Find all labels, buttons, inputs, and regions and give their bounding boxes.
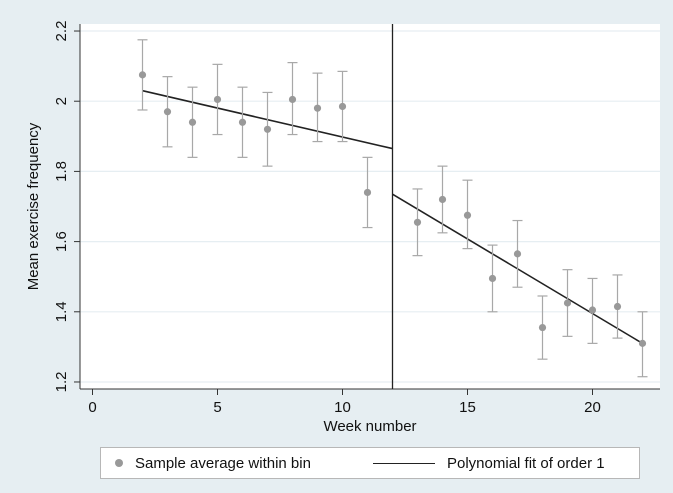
data-point xyxy=(288,95,297,104)
y-tick-label: 1.2 xyxy=(53,372,70,393)
data-point xyxy=(163,108,172,116)
legend-dot-marker xyxy=(115,459,123,467)
data-point xyxy=(413,218,422,226)
data-points xyxy=(138,71,647,347)
data-point xyxy=(613,302,622,311)
x-tick-label: 20 xyxy=(584,399,601,416)
error-bars xyxy=(137,39,648,378)
data-point xyxy=(238,118,247,126)
legend-line-marker xyxy=(373,462,435,464)
data-point xyxy=(363,188,372,197)
legend-item-sample-average: Sample average within bin xyxy=(115,448,311,478)
gridlines xyxy=(80,30,660,383)
legend: Sample average within bin Polynomial fit… xyxy=(100,447,640,479)
y-axis-title: Mean exercise frequency xyxy=(25,122,42,290)
data-point xyxy=(538,323,547,332)
y-tick-label: 2 xyxy=(53,97,70,105)
x-axis-ticks: 0 5 10 15 20 xyxy=(88,389,601,416)
x-tick-label: 0 xyxy=(88,399,96,416)
x-axis-title: Week number xyxy=(323,418,416,435)
legend-label-sample-average: Sample average within bin xyxy=(135,454,311,472)
data-point xyxy=(563,299,572,307)
data-point xyxy=(263,125,272,133)
data-point xyxy=(513,250,522,258)
data-point xyxy=(138,71,147,79)
data-point xyxy=(188,118,197,126)
x-tick-label: 5 xyxy=(213,399,221,416)
data-point xyxy=(463,211,472,219)
data-point xyxy=(588,306,597,314)
data-point xyxy=(638,339,647,347)
x-tick-label: 10 xyxy=(334,399,351,416)
data-point xyxy=(338,102,347,111)
y-tick-label: 1.4 xyxy=(53,301,70,322)
data-point xyxy=(488,274,497,283)
legend-label-polynomial-fit: Polynomial fit of order 1 xyxy=(447,454,605,472)
legend-item-polynomial-fit: Polynomial fit of order 1 xyxy=(373,448,605,478)
data-point xyxy=(438,195,447,204)
data-point xyxy=(213,95,222,104)
axes xyxy=(79,24,660,390)
y-axis-ticks: 1.2 1.4 1.6 1.8 2 2.2 xyxy=(53,21,80,393)
y-tick-label: 2.2 xyxy=(53,21,70,42)
x-tick-label: 15 xyxy=(459,399,476,416)
data-point xyxy=(313,104,322,112)
y-tick-label: 1.8 xyxy=(53,161,70,182)
y-tick-label: 1.6 xyxy=(53,231,70,252)
plot-area xyxy=(80,24,660,389)
